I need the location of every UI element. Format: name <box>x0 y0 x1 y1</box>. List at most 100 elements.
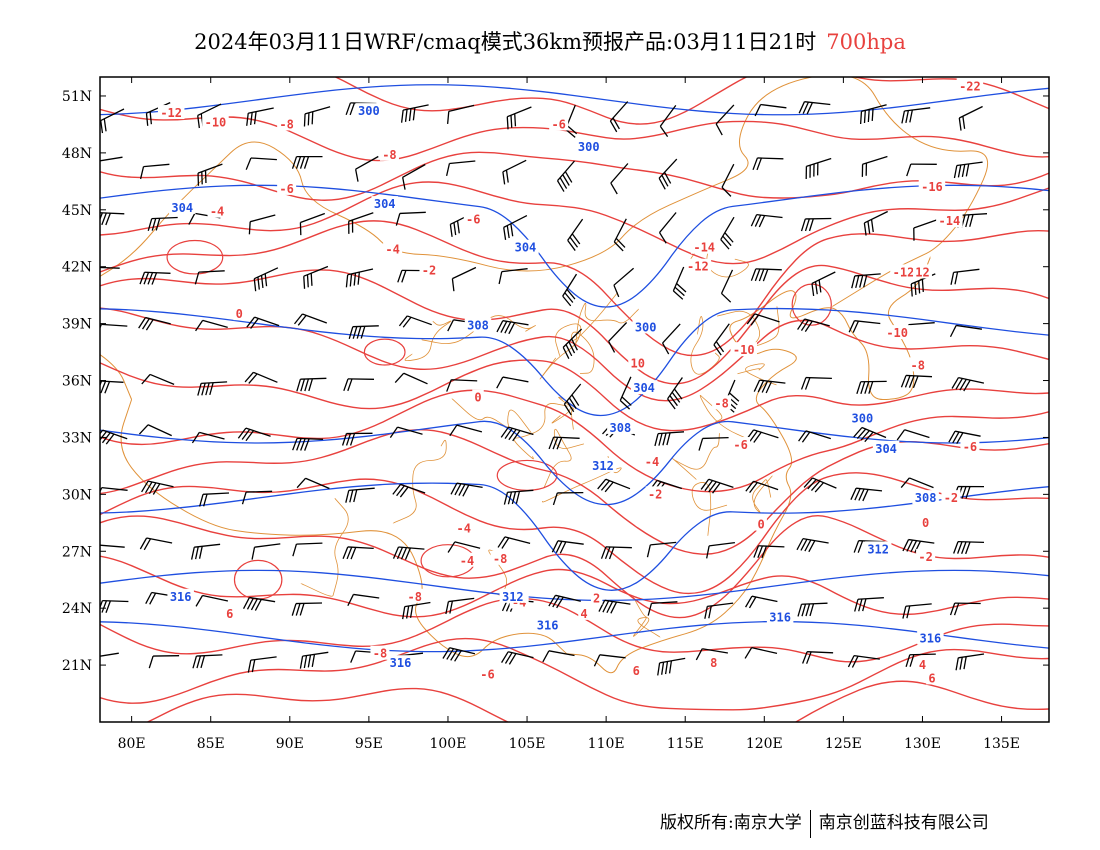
contour-label-bg <box>207 203 227 218</box>
wind-barb <box>503 489 534 505</box>
footer-right: 南京创蓝科技有限公司 <box>818 813 989 833</box>
temperature-loop <box>496 459 558 491</box>
contour-label-bg <box>645 486 665 501</box>
contour-label-bg <box>918 179 946 194</box>
wind-barb <box>798 430 831 443</box>
wind-barb <box>901 107 931 124</box>
wind-barb <box>721 163 735 197</box>
temperature-contour <box>100 181 1049 265</box>
wind-barb <box>348 325 379 340</box>
wind-barb <box>610 163 629 195</box>
wind-barb <box>800 376 832 390</box>
wind-barb <box>950 268 980 285</box>
province-border <box>451 398 532 433</box>
wind-barb <box>100 323 128 337</box>
contour-label-bg <box>707 655 720 670</box>
contour-label: -2 <box>918 550 932 564</box>
contour-label: -8 <box>910 358 924 372</box>
contour-label: 304 <box>374 197 396 211</box>
wind-barb <box>562 328 583 359</box>
lat-tick-label: 21N <box>62 658 92 674</box>
contour-label: -6 <box>963 440 977 454</box>
wind-barb <box>497 536 531 549</box>
wind-barb <box>713 323 730 356</box>
boundary-layer <box>100 77 988 674</box>
contour-label-bg <box>917 630 944 645</box>
wind-barb <box>502 159 527 185</box>
contour-label: 12 <box>915 265 929 279</box>
contour-label-bg <box>642 454 662 469</box>
contour-label: -10 <box>886 326 908 340</box>
contour-label: 0 <box>474 391 481 405</box>
wind-barb <box>244 371 278 384</box>
contour-label-bg <box>277 116 297 131</box>
wind-barb <box>197 163 223 186</box>
lat-tick-label: 51N <box>62 89 92 105</box>
contour-label-bg <box>628 355 648 370</box>
lat-tick-label: 36N <box>62 374 92 390</box>
contour-label: -12 <box>687 260 709 274</box>
contour-label: -6 <box>733 438 747 452</box>
wind-barb <box>745 480 779 493</box>
contour-label: 304 <box>633 381 655 395</box>
wind-barb <box>446 379 478 392</box>
wind-barb <box>661 323 681 355</box>
lon-tick-label: 100E <box>429 736 466 752</box>
province-border <box>551 396 575 430</box>
contour-label: -16 <box>921 180 943 194</box>
wind-barb <box>720 216 735 250</box>
province-border <box>404 320 452 362</box>
contour-label: -4 <box>385 243 399 257</box>
wind-barb <box>100 544 125 548</box>
wind-barb <box>100 599 129 613</box>
wind-barb <box>797 318 830 333</box>
wind-barb <box>700 478 734 494</box>
wind-barb <box>141 480 174 495</box>
wind-barb <box>859 104 887 125</box>
wind-barb <box>750 268 782 282</box>
contour-label-bg <box>712 395 732 410</box>
contour-label-bg <box>941 490 961 505</box>
wind-barb <box>506 106 532 130</box>
wind-barb <box>442 647 476 662</box>
wind-barb <box>446 104 475 124</box>
country-border <box>100 77 988 400</box>
wind-barb <box>851 273 881 289</box>
contour-label: 316 <box>920 632 942 646</box>
contour-label: 2 <box>593 592 600 606</box>
wind-barb <box>753 545 785 559</box>
footer-left: 版权所有:南京大学 <box>660 813 802 833</box>
contour-label: 316 <box>769 611 791 625</box>
contour-label-bg <box>908 357 928 372</box>
province-border <box>513 403 569 460</box>
contour-label: 4 <box>580 607 587 621</box>
temperature-loop <box>791 283 832 326</box>
wind-barb <box>148 655 180 669</box>
contour-label: 312 <box>867 542 889 556</box>
wind-barb <box>613 267 635 298</box>
province-border <box>392 439 447 524</box>
lon-tick-label: 120E <box>746 736 783 752</box>
contour-label: -10 <box>205 116 227 130</box>
contour-label: 6 <box>633 664 640 678</box>
wind-barb <box>501 651 534 665</box>
wind-barb <box>348 212 374 234</box>
wind-barb <box>900 477 934 489</box>
lon-tick-label: 135E <box>983 736 1020 752</box>
contour-label-bg <box>849 410 876 425</box>
geopotential-contour <box>100 184 1049 308</box>
temperature-contour <box>100 151 1049 201</box>
wind-barb <box>345 487 375 503</box>
wind-barb <box>498 268 528 285</box>
wind-barb <box>299 212 326 236</box>
lat-tick-label: 24N <box>62 601 92 617</box>
wind-barb <box>100 108 125 134</box>
wind-barb <box>303 265 329 289</box>
contour-labels: -12 -10 -8 -8 -6 -4 -4 -2 0 -6 -6 -14 -12 -10 -8 -6 -4 -2… <box>157 78 984 685</box>
contour-label-bg <box>755 516 767 531</box>
wind-barb <box>445 160 476 177</box>
lon-tick-label: 80E <box>118 736 146 752</box>
wind-barb <box>654 431 685 447</box>
contour-label: -12 <box>893 265 915 279</box>
wind-barb <box>619 376 632 410</box>
